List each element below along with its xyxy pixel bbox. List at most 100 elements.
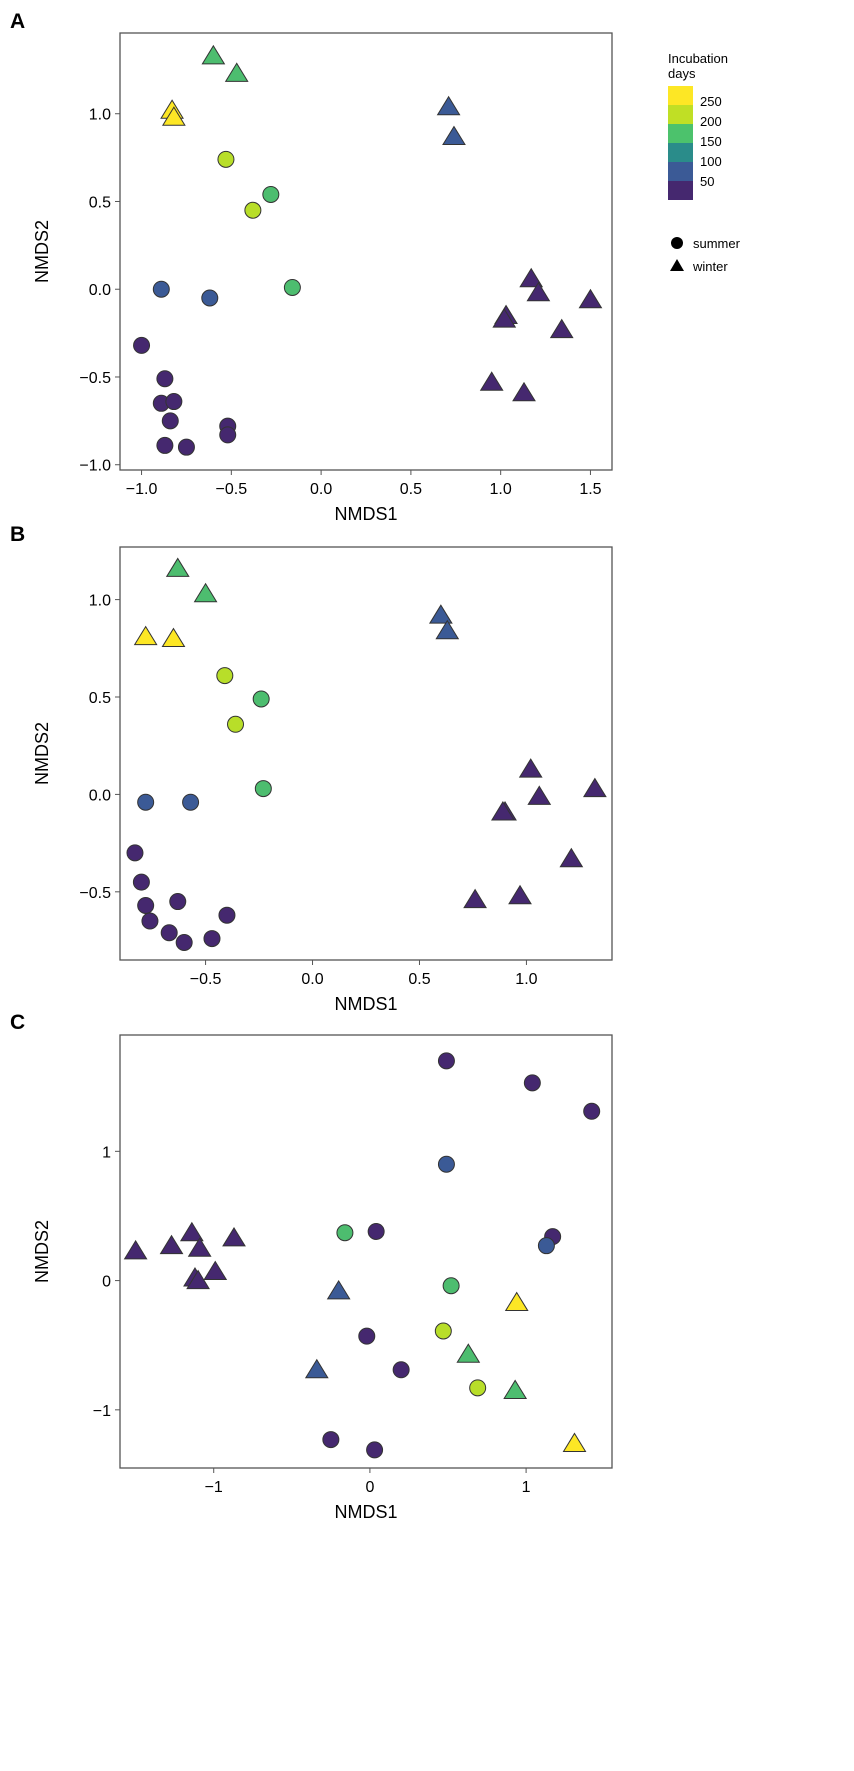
point-winter — [578, 288, 603, 309]
y-tick-label: −1 — [93, 1403, 111, 1420]
x-tick-label: 1.5 — [579, 481, 601, 498]
point-winter — [161, 627, 186, 648]
point-summer — [358, 1327, 376, 1345]
point-summer — [367, 1222, 385, 1240]
point-winter — [179, 1221, 204, 1242]
x-tick-label: 1.0 — [490, 481, 512, 498]
point-summer — [141, 912, 159, 930]
point-summer — [169, 893, 187, 911]
point-winter — [201, 44, 226, 65]
x-tick-label: 0.5 — [400, 481, 422, 498]
point-summer — [583, 1102, 601, 1120]
point-summer — [126, 844, 144, 862]
y-tick-label: 1 — [102, 1144, 111, 1161]
legend-winter: winter — [692, 259, 728, 274]
x-tick-label: −0.5 — [216, 481, 248, 498]
point-summer — [175, 933, 193, 951]
point-winter — [123, 1239, 148, 1260]
colorbar-block — [668, 162, 693, 181]
point-summer — [437, 1052, 455, 1070]
point-winter — [161, 106, 186, 126]
point-winter — [224, 62, 249, 82]
x-axis-title: NMDS1 — [334, 994, 397, 1014]
point-winter — [428, 604, 453, 624]
legend-title-line1: Incubation — [668, 51, 728, 66]
point-summer — [437, 1155, 455, 1173]
point-summer — [156, 370, 174, 388]
point-summer — [217, 150, 235, 168]
point-winter — [492, 308, 517, 328]
y-axis-title: NMDS2 — [32, 1220, 52, 1283]
point-winter — [159, 1234, 184, 1255]
point-summer — [132, 873, 150, 891]
panel-B: B −0.5 0.0 0.5 1.0 −0.5 0.0 0.5 1.0 NMDS1 NMDS2 — [10, 523, 613, 1014]
point-summer — [227, 715, 245, 733]
point-summer — [392, 1361, 410, 1379]
x-axis-title: NMDS1 — [334, 504, 397, 524]
x-tick-label: 0.0 — [301, 971, 323, 988]
point-summer — [137, 793, 155, 811]
point-winter — [304, 1358, 329, 1379]
legend-tick-50: 50 — [700, 174, 714, 189]
plot-frame — [119, 546, 613, 961]
point-winter — [436, 95, 461, 116]
summer-shape-icon — [671, 237, 683, 249]
point-winter — [512, 381, 536, 402]
point-winter — [508, 884, 532, 905]
legend-title-line2: days — [668, 66, 696, 81]
y-tick-label: −0.5 — [79, 370, 111, 387]
x-tick-label: −1 — [205, 1479, 223, 1496]
y-tick-label: 0.5 — [89, 194, 111, 211]
y-tick-label: 1.0 — [89, 593, 111, 610]
point-summer — [137, 896, 155, 914]
y-tick-label: 0.0 — [89, 787, 111, 804]
point-winter — [503, 1379, 528, 1399]
x-tick-label: 1.0 — [515, 971, 537, 988]
point-winter — [133, 625, 158, 646]
panel-label: C — [10, 1011, 25, 1034]
legend-tick-200: 200 — [700, 114, 722, 129]
plot-frame — [119, 32, 613, 471]
point-summer — [434, 1322, 452, 1340]
point-summer — [254, 780, 272, 798]
point-summer — [156, 436, 174, 454]
colorbar-block — [668, 124, 693, 143]
point-summer — [336, 1224, 354, 1242]
point-winter — [582, 777, 607, 798]
plot-frame — [119, 1034, 613, 1469]
point-winter — [519, 267, 544, 288]
y-tick-label: −0.5 — [79, 885, 111, 902]
x-tick-label: 1 — [522, 1479, 531, 1496]
point-summer — [523, 1074, 541, 1092]
x-axis-title: NMDS1 — [334, 1502, 397, 1522]
y-tick-label: 0 — [102, 1274, 111, 1291]
point-summer — [219, 426, 237, 444]
point-summer — [203, 930, 221, 948]
colorbar-block — [668, 105, 693, 124]
point-winter — [526, 281, 551, 302]
panel-label: A — [10, 10, 25, 33]
x-tick-label: −0.5 — [190, 971, 222, 988]
panel-label: B — [10, 523, 25, 546]
legend-tick-250: 250 — [700, 94, 722, 109]
point-summer — [161, 412, 179, 430]
point-winter — [549, 318, 574, 339]
point-winter — [518, 758, 543, 778]
y-tick-label: 0.5 — [89, 690, 111, 707]
legend-tick-150: 150 — [700, 134, 722, 149]
point-summer — [152, 280, 170, 298]
x-tick-label: 0.5 — [408, 971, 430, 988]
point-winter — [326, 1279, 351, 1300]
point-winter — [203, 1260, 228, 1281]
legend-summer: summer — [693, 236, 741, 251]
winter-shape-icon — [670, 259, 684, 271]
x-tick-label: 0.0 — [310, 481, 332, 498]
point-winter — [559, 847, 584, 868]
legend: Incubation days 250 200 150 100 50 summe… — [668, 51, 741, 274]
colorbar — [668, 86, 693, 200]
point-summer — [537, 1237, 555, 1255]
point-winter — [527, 785, 552, 805]
y-tick-label: 1.0 — [89, 107, 111, 124]
panel-C: C −1 0 1 −1 0 1 NMDS1 NMDS2 — [10, 1011, 613, 1522]
